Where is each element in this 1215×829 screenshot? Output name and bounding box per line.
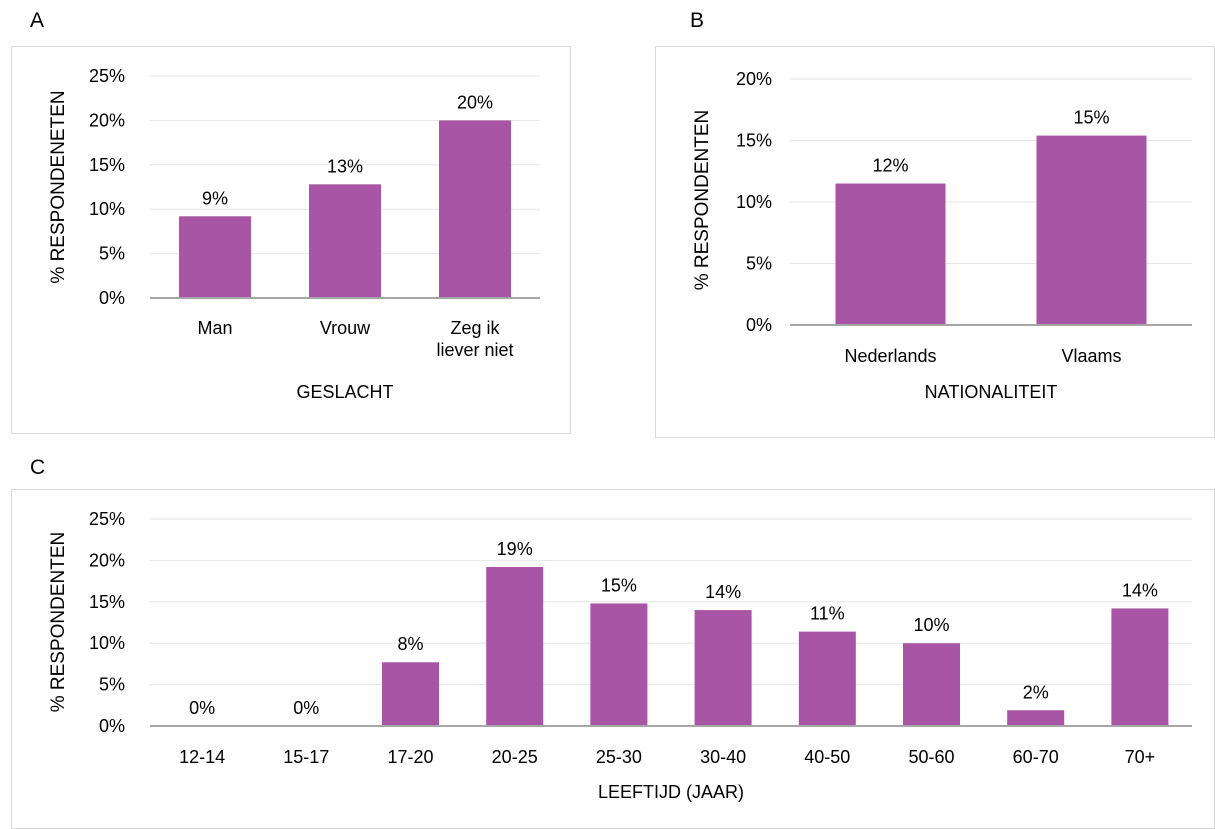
- y-tick-label: 5%: [746, 254, 772, 274]
- x-axis-title: LEEFTIJD (JAAR): [598, 782, 744, 802]
- data-label: 0%: [189, 698, 215, 718]
- y-tick-label: 20%: [89, 110, 125, 130]
- bar: [486, 567, 544, 726]
- bar: [903, 643, 960, 726]
- bar: [835, 183, 946, 325]
- data-label: 0%: [293, 698, 319, 718]
- y-tick-label: 5%: [99, 675, 125, 695]
- data-label: 20%: [457, 92, 493, 112]
- y-axis-title: % RESPONDENETEN: [48, 90, 69, 283]
- bar: [1036, 135, 1147, 325]
- category-label: Vlaams: [1061, 346, 1121, 366]
- y-axis-title: % RESPONDENTEN: [692, 110, 713, 291]
- bar: [309, 184, 381, 298]
- category-label: 20-25: [492, 747, 538, 767]
- y-tick-label: 15%: [89, 155, 125, 175]
- x-axis-title: GESLACHT: [296, 382, 393, 402]
- y-tick-label: 5%: [99, 244, 125, 264]
- y-tick-label: 15%: [736, 131, 772, 151]
- y-tick-label: 20%: [89, 550, 125, 570]
- data-label: 15%: [1073, 108, 1109, 128]
- bar: [179, 216, 251, 298]
- data-label: 12%: [872, 156, 908, 176]
- data-label: 2%: [1023, 682, 1049, 702]
- data-label: 9%: [202, 188, 228, 208]
- x-axis-title: NATIONALITEIT: [925, 382, 1058, 402]
- data-label: 14%: [705, 582, 741, 602]
- y-tick-label: 25%: [89, 66, 125, 86]
- bar: [439, 120, 511, 299]
- y-tick-label: 20%: [736, 69, 772, 89]
- category-label: Zeg ik: [450, 318, 500, 338]
- bar: [798, 631, 856, 726]
- category-label: 70+: [1125, 747, 1156, 767]
- category-label: 12-14: [179, 747, 225, 767]
- bar: [694, 610, 752, 726]
- category-label: Vrouw: [320, 318, 371, 338]
- panel-letter-b: B: [690, 9, 705, 32]
- data-label: 8%: [397, 634, 423, 654]
- category-label: 30-40: [700, 747, 746, 767]
- chart-frame: [11, 46, 571, 434]
- data-label: 14%: [1122, 580, 1158, 600]
- category-label: Man: [197, 318, 232, 338]
- category-label: liever niet: [436, 340, 513, 360]
- data-label: 11%: [810, 604, 845, 624]
- category-label: 15-17: [283, 747, 329, 767]
- category-label: 40-50: [804, 747, 850, 767]
- data-label: 15%: [601, 575, 637, 595]
- y-tick-label: 0%: [746, 315, 772, 335]
- panel-letter-a: A: [30, 9, 45, 32]
- data-label: 10%: [913, 615, 949, 635]
- category-label: Nederlands: [844, 346, 936, 366]
- y-tick-label: 0%: [99, 288, 125, 308]
- chart-panel-a: 0% 5% 10% 15% 20% 25% 9% Man 13% Vrouw 20% Zeg ikli…: [11, 46, 571, 434]
- bar: [1007, 710, 1065, 726]
- panel-letter-c: C: [30, 456, 46, 479]
- bar: [382, 662, 439, 726]
- data-label: 19%: [497, 539, 533, 559]
- category-label: 25-30: [596, 747, 642, 767]
- category-label: 50-60: [908, 747, 954, 767]
- category-label: 60-70: [1013, 747, 1059, 767]
- y-tick-label: 25%: [89, 509, 125, 529]
- bar: [1111, 608, 1169, 726]
- bar: [590, 603, 648, 726]
- chart-panel-b: 0% 5% 10% 15% 20% 12% Nederlands 15% VlaamsNATIO…: [655, 46, 1215, 438]
- y-tick-label: 15%: [89, 592, 125, 612]
- y-tick-label: 10%: [736, 192, 772, 212]
- y-tick-label: 10%: [89, 633, 125, 653]
- y-tick-label: 10%: [89, 199, 125, 219]
- y-axis-title: % RESPONDENTEN: [48, 532, 69, 713]
- data-label: 13%: [327, 156, 363, 176]
- chart-panel-c: 0% 5% 10% 15% 20% 25% 0% 12-14 0% 15-17 8% 17-20 19%…: [11, 489, 1215, 829]
- y-tick-label: 0%: [99, 716, 125, 736]
- category-label: 17-20: [387, 747, 433, 767]
